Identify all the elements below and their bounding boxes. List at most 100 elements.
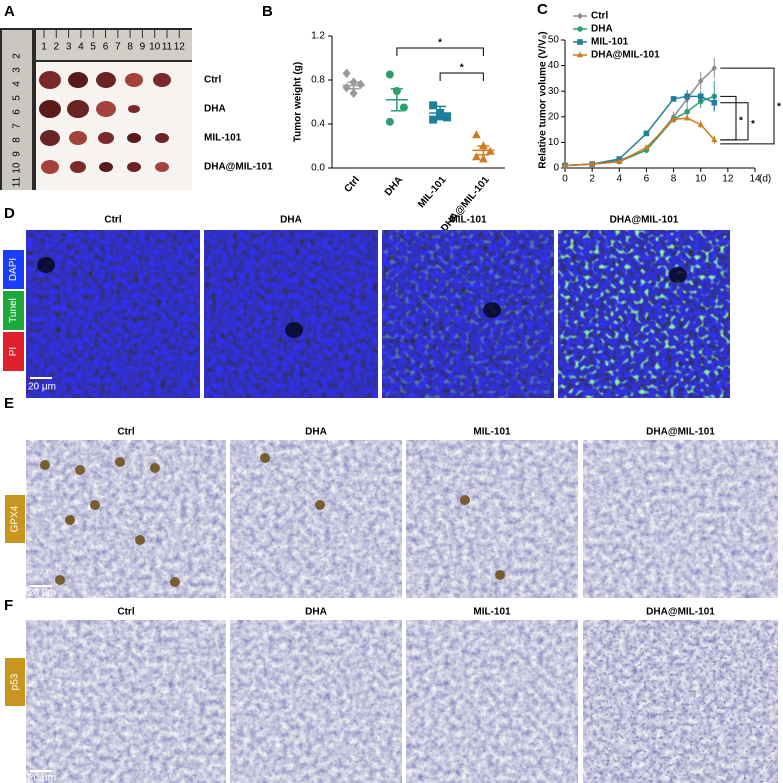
significance-bracket	[720, 95, 737, 141]
tumor	[98, 132, 114, 144]
ruler-number: 9	[140, 42, 146, 53]
ruler-number: 11	[12, 176, 23, 187]
panel-label: B	[262, 3, 273, 20]
ruler-number: 2	[54, 42, 60, 53]
ruler-number: 7	[12, 123, 23, 129]
column-title: DHA	[280, 215, 302, 226]
group-label: DHA@MIL-101	[204, 162, 273, 173]
series-line	[564, 117, 715, 167]
marker	[576, 51, 584, 58]
ruler-number: 10	[12, 162, 23, 174]
y-tick-label: 0.8	[311, 75, 325, 86]
marker	[711, 64, 718, 72]
series-line	[564, 95, 715, 167]
stain-box	[3, 291, 24, 330]
tumor	[69, 131, 87, 145]
significance-bracket	[720, 102, 749, 141]
tunel-signal	[558, 230, 730, 398]
fluorescence-image	[26, 230, 200, 398]
marker	[670, 96, 677, 102]
marker	[429, 101, 438, 110]
legend-label: MIL-101	[591, 37, 629, 48]
stain-label: DAPI	[8, 258, 19, 281]
legend-label: Ctrl	[591, 11, 608, 22]
ruler-number: 9	[12, 151, 23, 157]
panel-label: E	[4, 395, 14, 412]
stain-label: GPX4	[10, 505, 21, 532]
stain-label: PI	[8, 347, 19, 356]
marker	[697, 121, 704, 127]
marker	[342, 68, 351, 79]
marker	[643, 144, 650, 150]
necrotic-spot	[285, 322, 303, 338]
stain-label: p53	[10, 673, 21, 690]
significance-label: *	[751, 119, 755, 130]
stain-box	[3, 332, 24, 371]
significance-bracket	[439, 72, 484, 81]
stain-box	[5, 495, 25, 543]
ruler-number: 6	[103, 42, 109, 53]
ihc-dark	[583, 440, 778, 598]
column-title: Ctrl	[117, 427, 134, 438]
marker	[711, 136, 718, 143]
necrotic-spot	[669, 267, 687, 283]
significance-label: *	[438, 38, 442, 49]
x-tick-label: 0	[562, 174, 568, 185]
y-tick-label: 10	[548, 137, 560, 148]
stain-box	[5, 658, 25, 706]
tumor	[39, 100, 61, 118]
ruler-number: 8	[127, 42, 133, 53]
marker	[589, 160, 596, 167]
scale-bar-label: 20 μm	[28, 588, 56, 599]
ruler-number: 5	[90, 42, 96, 53]
marker	[471, 152, 481, 161]
tumor	[155, 162, 169, 172]
tumor	[127, 162, 141, 172]
tumor	[39, 71, 61, 89]
ruler-number: 1	[41, 42, 47, 53]
stain-deposit	[460, 495, 470, 505]
group-label: Ctrl	[204, 75, 221, 86]
tumor	[96, 101, 116, 117]
tumor	[67, 100, 89, 118]
ruler-number: 12	[174, 42, 186, 53]
ihc-dark	[406, 440, 578, 598]
significance-bracket	[720, 67, 775, 145]
marker	[385, 117, 394, 126]
marker	[697, 93, 704, 100]
column-title: Ctrl	[104, 215, 121, 226]
tumor	[96, 72, 116, 88]
marker	[577, 39, 583, 45]
necrotic-spot	[483, 302, 501, 318]
tumor	[155, 133, 169, 143]
tumor	[70, 161, 86, 173]
column-title: Ctrl	[117, 607, 134, 618]
y-tick-label: 50	[548, 35, 560, 46]
ruler-number: 5	[12, 95, 23, 101]
ihc-dark	[583, 620, 778, 783]
significance-bracket	[396, 47, 484, 56]
x-tick-label: 12	[722, 174, 734, 185]
stain-deposit	[55, 575, 65, 585]
marker	[385, 70, 394, 79]
tumor	[68, 72, 88, 88]
group-label: DHA	[204, 104, 226, 115]
ruler-number: 2	[12, 53, 23, 59]
ihc-dark	[230, 620, 402, 783]
marker	[356, 79, 365, 90]
x-axis-label: (d)	[759, 174, 771, 185]
x-tick-label: DHA	[383, 175, 405, 199]
x-tick-label: 6	[644, 174, 650, 185]
marker	[478, 154, 488, 163]
tumor	[40, 130, 60, 146]
marker	[643, 130, 650, 137]
stain-deposit	[115, 457, 125, 467]
ruler-number: 11	[162, 42, 173, 53]
ruler-number: 7	[115, 42, 121, 53]
x-tick-label: 14	[749, 174, 761, 185]
y-tick-label: 1.2	[311, 31, 325, 42]
tumor	[153, 73, 171, 87]
column-title: DHA@MIL-101	[646, 607, 715, 618]
stain-deposit	[65, 515, 75, 525]
